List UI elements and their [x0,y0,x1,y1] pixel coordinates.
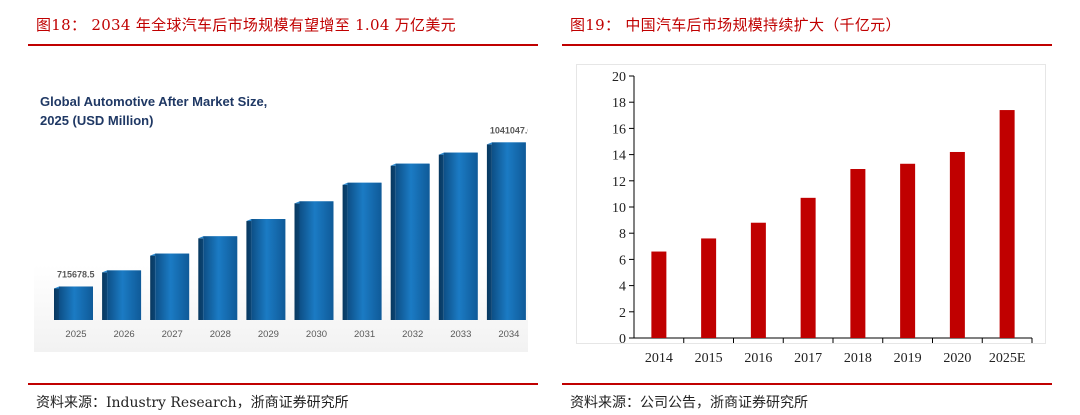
right-y-tick-label: 4 [619,280,626,295]
left-bar-2034 [491,142,526,320]
right-y-tick-label: 20 [612,70,626,85]
right-y-tick-label: 6 [619,253,626,268]
left-x-tick-label: 2029 [258,329,279,340]
left-bar-side-2033 [438,154,444,320]
global-aftermarket-chart: Global Automotive After Market Size, 202… [34,62,532,352]
right-bar-2014 [651,251,667,338]
left-figure-source: 资料来源：Industry Research，浙商证券研究所 [36,395,349,411]
right-y-tick-label: 18 [612,96,626,111]
left-x-tick-label: 2030 [306,329,327,340]
right-y-tick-label: 2 [619,306,626,321]
right-source-rule [562,383,1052,385]
global-aftermarket-chart-svg: Global Automotive After Market Size, 202… [40,94,532,340]
right-title-rule [562,44,1052,46]
right-bar-2020 [949,151,965,338]
left-x-tick-label: 2026 [114,329,135,340]
left-bar-side-2032 [390,165,396,320]
left-figure-panel: 图18： 2034 年全球汽车后市场规模有望增至 1.04 万亿美元 Globa… [28,0,538,415]
right-bar-2025E [999,110,1015,338]
right-y-tick-label: 10 [612,201,626,216]
right-x-tick-label: 2018 [844,351,872,366]
left-bar-2027 [155,253,190,320]
right-x-tick-label: 2019 [894,351,922,366]
left-bar-2026 [107,270,142,320]
right-figure-panel: 图19： 中国汽车后市场规模持续扩大（千亿元） 0 2 4 6 8 10 12 14 16 18 2… [562,0,1052,415]
left-bar-2029 [251,219,286,320]
right-y-tick-label: 14 [612,149,626,164]
left-figure-title: 图18： 2034 年全球汽车后市场规模有望增至 1.04 万亿美元 [36,16,456,34]
left-bar-data-label: 1041047.6 [490,125,528,135]
right-bar-2019 [900,163,916,338]
left-bar-2033 [443,152,478,320]
left-title-rule [28,44,538,46]
left-bar-2030 [299,201,334,320]
right-bar-2017 [800,197,816,338]
left-chart-title-line-1: Global Automotive After Market Size, [40,94,267,109]
left-bar-side-2025 [54,288,59,320]
left-bar-side-2027 [150,255,156,320]
left-x-tick-label: 2025 [65,329,86,340]
right-figure-source: 资料来源：公司公告，浙商证券研究所 [570,395,808,411]
right-bar-2015 [701,238,717,338]
left-bar-data-label: 715678.5 [57,269,95,279]
right-bar-2018 [850,169,866,338]
left-bar-2032 [395,163,430,320]
right-y-tick-label: 12 [612,175,626,190]
right-y-tick-label: 8 [619,227,626,242]
left-bar-side-2028 [198,238,204,320]
left-x-tick-label: 2033 [450,329,471,340]
right-y-tick-label: 16 [612,122,626,137]
right-x-tick-label: 2016 [744,351,772,366]
left-chart-title-line-2: 2025 (USD Million) [40,113,153,128]
left-bar-side-2026 [102,272,108,320]
left-x-tick-label: 2034 [498,329,519,340]
right-x-tick-label: 2017 [794,351,822,366]
left-bar-side-2034 [486,144,492,320]
china-aftermarket-chart-svg: 0 2 4 6 8 10 12 14 16 18 20 2014 2015 2016 2017 2018 20… [612,70,1033,366]
right-x-tick-label: 2014 [645,351,673,366]
right-x-tick-label: 2020 [943,351,971,366]
right-bar-2016 [750,222,766,338]
right-figure-title: 图19： 中国汽车后市场规模持续扩大（千亿元） [570,16,901,34]
left-source-rule [28,383,538,385]
right-x-tick-label: 2015 [695,351,723,366]
left-x-tick-label: 2032 [402,329,423,340]
left-bar-side-2029 [246,221,252,320]
left-bar-side-2030 [294,203,300,320]
left-x-tick-label: 2028 [210,329,231,340]
left-bar-side-2031 [342,184,348,320]
left-x-tick-label: 2031 [354,329,375,340]
left-x-tick-label: 2027 [162,329,183,340]
left-bar-2025 [59,286,93,320]
left-bar-2031 [347,182,382,320]
right-x-tick-label: 2025E [989,351,1026,366]
right-y-tick-label: 0 [619,332,626,347]
left-bar-2028 [203,236,238,320]
